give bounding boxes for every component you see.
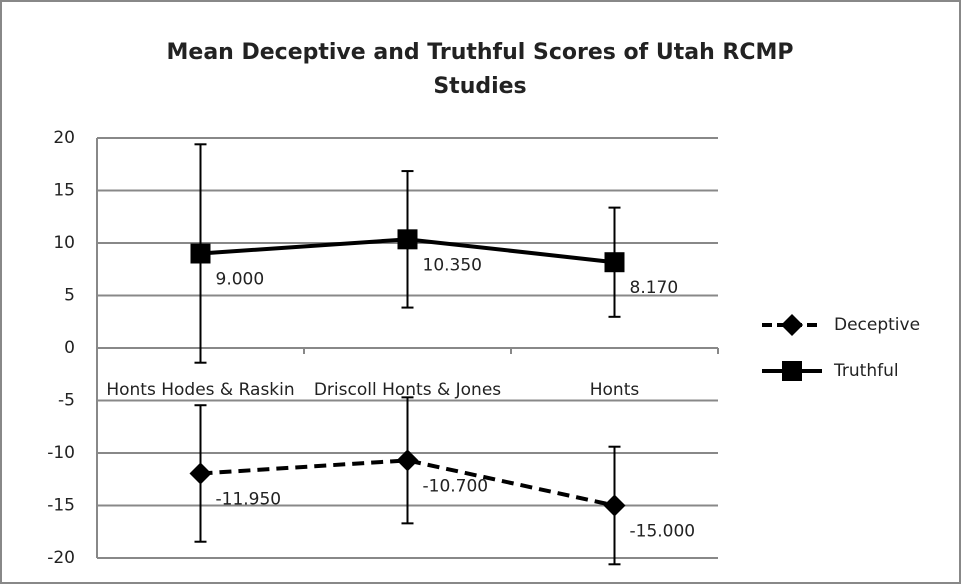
chart-title: Mean Deceptive and Truthful Scores of Ut… — [166, 40, 794, 99]
point — [190, 243, 211, 264]
point — [396, 449, 419, 472]
x-tick-label: Honts Hodes & Raskin — [106, 380, 295, 400]
x-tick-label: Driscoll Honts & Jones — [313, 380, 502, 400]
point — [603, 494, 626, 517]
data-label: 10.350 — [423, 255, 482, 275]
series-line — [200, 458, 615, 508]
data-label: -11.950 — [216, 489, 282, 509]
y-tick-label: 10 — [53, 233, 75, 253]
data-label: -10.700 — [423, 476, 489, 496]
y-tick-label: -10 — [47, 443, 75, 463]
y-tick-label: -5 — [58, 391, 75, 411]
y-tick-label: 0 — [64, 338, 75, 358]
point — [604, 252, 625, 273]
y-tick-label: 5 — [64, 286, 75, 306]
y-tick-label: 20 — [53, 128, 75, 148]
legend-marker — [782, 361, 802, 381]
x-tick-label: Honts — [589, 380, 640, 400]
data-label: 9.000 — [216, 270, 265, 290]
point — [189, 462, 212, 485]
legend-label: Truthful — [833, 361, 899, 381]
legend-label: Deceptive — [834, 315, 920, 335]
y-tick-label: 15 — [53, 181, 75, 201]
data-label: 8.170 — [630, 278, 679, 298]
data-label: -15.000 — [630, 522, 696, 542]
point — [397, 229, 418, 250]
legend-marker — [781, 314, 803, 336]
y-tick-label: -20 — [47, 548, 75, 568]
y-tick-label: -15 — [47, 496, 75, 516]
